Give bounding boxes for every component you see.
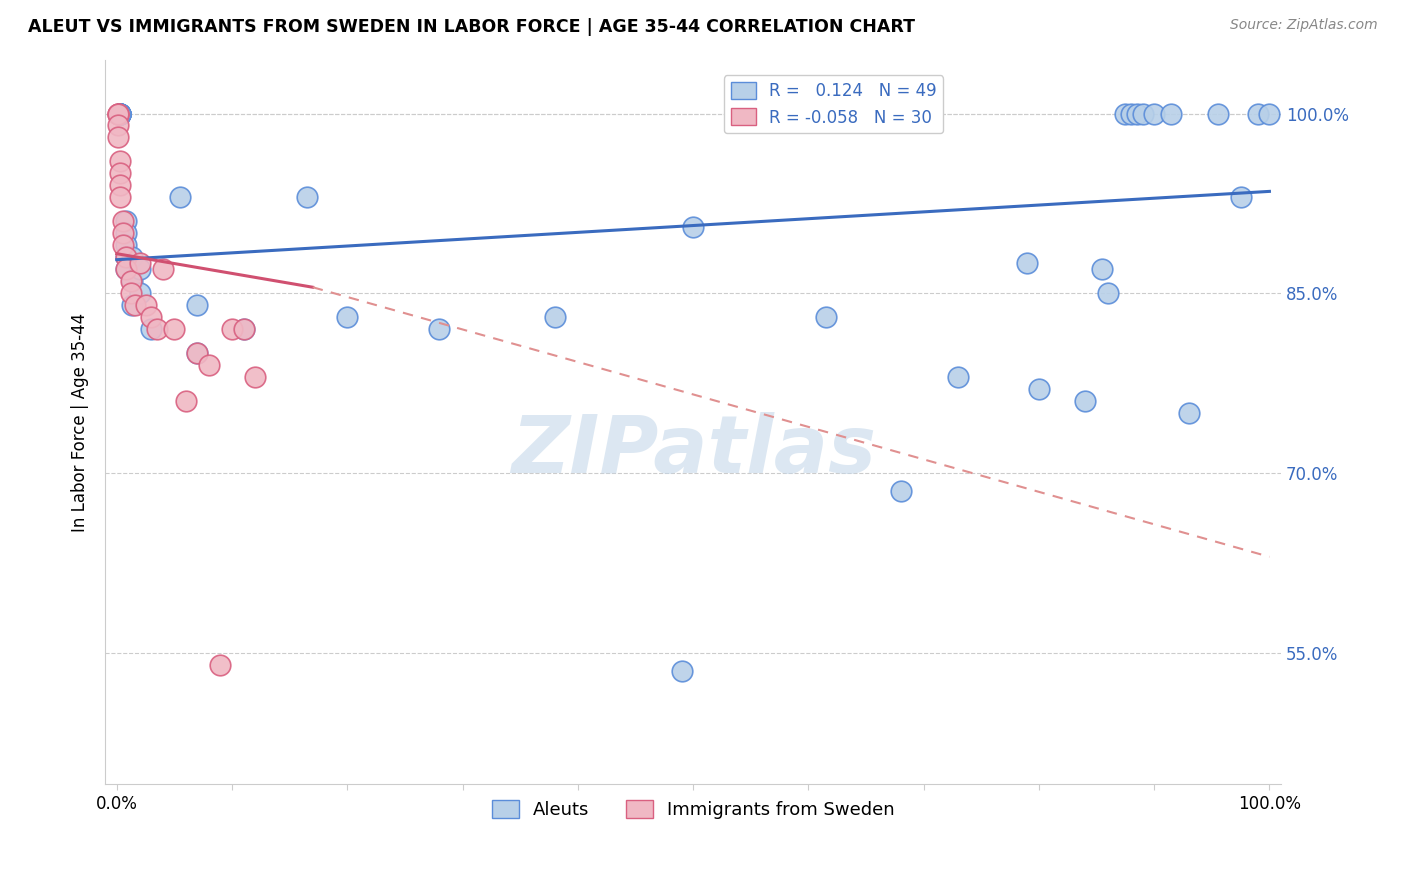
Point <box>163 322 186 336</box>
Text: Source: ZipAtlas.com: Source: ZipAtlas.com <box>1230 18 1378 32</box>
Point <box>152 262 174 277</box>
Point <box>186 346 208 360</box>
Point <box>107 106 129 120</box>
Point <box>108 190 131 204</box>
Point <box>682 220 704 235</box>
Point <box>209 657 232 672</box>
Point <box>221 322 243 336</box>
Point <box>121 274 143 288</box>
Point <box>1126 106 1149 120</box>
Point <box>108 106 131 120</box>
Point <box>108 154 131 169</box>
Point <box>108 106 131 120</box>
Point <box>120 274 142 288</box>
Point <box>115 250 138 264</box>
Text: ZIPatlas: ZIPatlas <box>510 412 876 490</box>
Point <box>295 190 318 204</box>
Point <box>108 106 131 120</box>
Point <box>1114 106 1136 120</box>
Point <box>1160 106 1182 120</box>
Point <box>1177 406 1199 420</box>
Text: ALEUT VS IMMIGRANTS FROM SWEDEN IN LABOR FORCE | AGE 35-44 CORRELATION CHART: ALEUT VS IMMIGRANTS FROM SWEDEN IN LABOR… <box>28 18 915 36</box>
Point <box>111 214 134 228</box>
Point <box>948 370 970 384</box>
Point <box>232 322 254 336</box>
Point <box>108 106 131 120</box>
Point <box>124 298 146 312</box>
Point <box>108 106 131 120</box>
Point <box>429 322 451 336</box>
Point <box>108 106 131 120</box>
Point <box>141 310 163 325</box>
Point <box>1258 106 1281 120</box>
Point <box>174 394 197 409</box>
Point <box>120 286 142 301</box>
Point <box>121 298 143 312</box>
Point <box>1119 106 1142 120</box>
Point <box>146 322 169 336</box>
Legend: Aleuts, Immigrants from Sweden: Aleuts, Immigrants from Sweden <box>484 792 901 826</box>
Point <box>115 214 138 228</box>
Point <box>169 190 191 204</box>
Point <box>128 256 150 270</box>
Point <box>121 250 143 264</box>
Point <box>1229 190 1251 204</box>
Point <box>1132 106 1154 120</box>
Point <box>671 664 693 678</box>
Point <box>111 227 134 241</box>
Point <box>115 227 138 241</box>
Y-axis label: In Labor Force | Age 35-44: In Labor Force | Age 35-44 <box>72 312 89 532</box>
Point <box>107 119 129 133</box>
Point <box>243 370 266 384</box>
Point <box>115 250 138 264</box>
Point <box>108 106 131 120</box>
Point <box>544 310 567 325</box>
Point <box>107 106 129 120</box>
Point <box>1017 256 1039 270</box>
Point <box>108 106 131 120</box>
Point <box>186 298 208 312</box>
Point <box>1247 106 1270 120</box>
Point <box>336 310 359 325</box>
Point <box>115 262 138 277</box>
Point <box>108 178 131 193</box>
Point <box>1143 106 1166 120</box>
Point <box>108 106 131 120</box>
Point <box>115 238 138 252</box>
Point <box>128 286 150 301</box>
Point <box>232 322 254 336</box>
Point <box>108 166 131 180</box>
Point <box>107 106 129 120</box>
Point <box>186 346 208 360</box>
Point <box>1074 394 1097 409</box>
Point <box>111 238 134 252</box>
Point <box>107 130 129 145</box>
Point <box>814 310 837 325</box>
Point <box>141 322 163 336</box>
Point <box>890 483 912 498</box>
Point <box>1091 262 1114 277</box>
Point <box>1097 286 1119 301</box>
Point <box>115 262 138 277</box>
Point <box>1028 382 1050 396</box>
Point <box>1206 106 1229 120</box>
Point <box>198 358 221 372</box>
Point <box>135 298 157 312</box>
Point <box>128 262 150 277</box>
